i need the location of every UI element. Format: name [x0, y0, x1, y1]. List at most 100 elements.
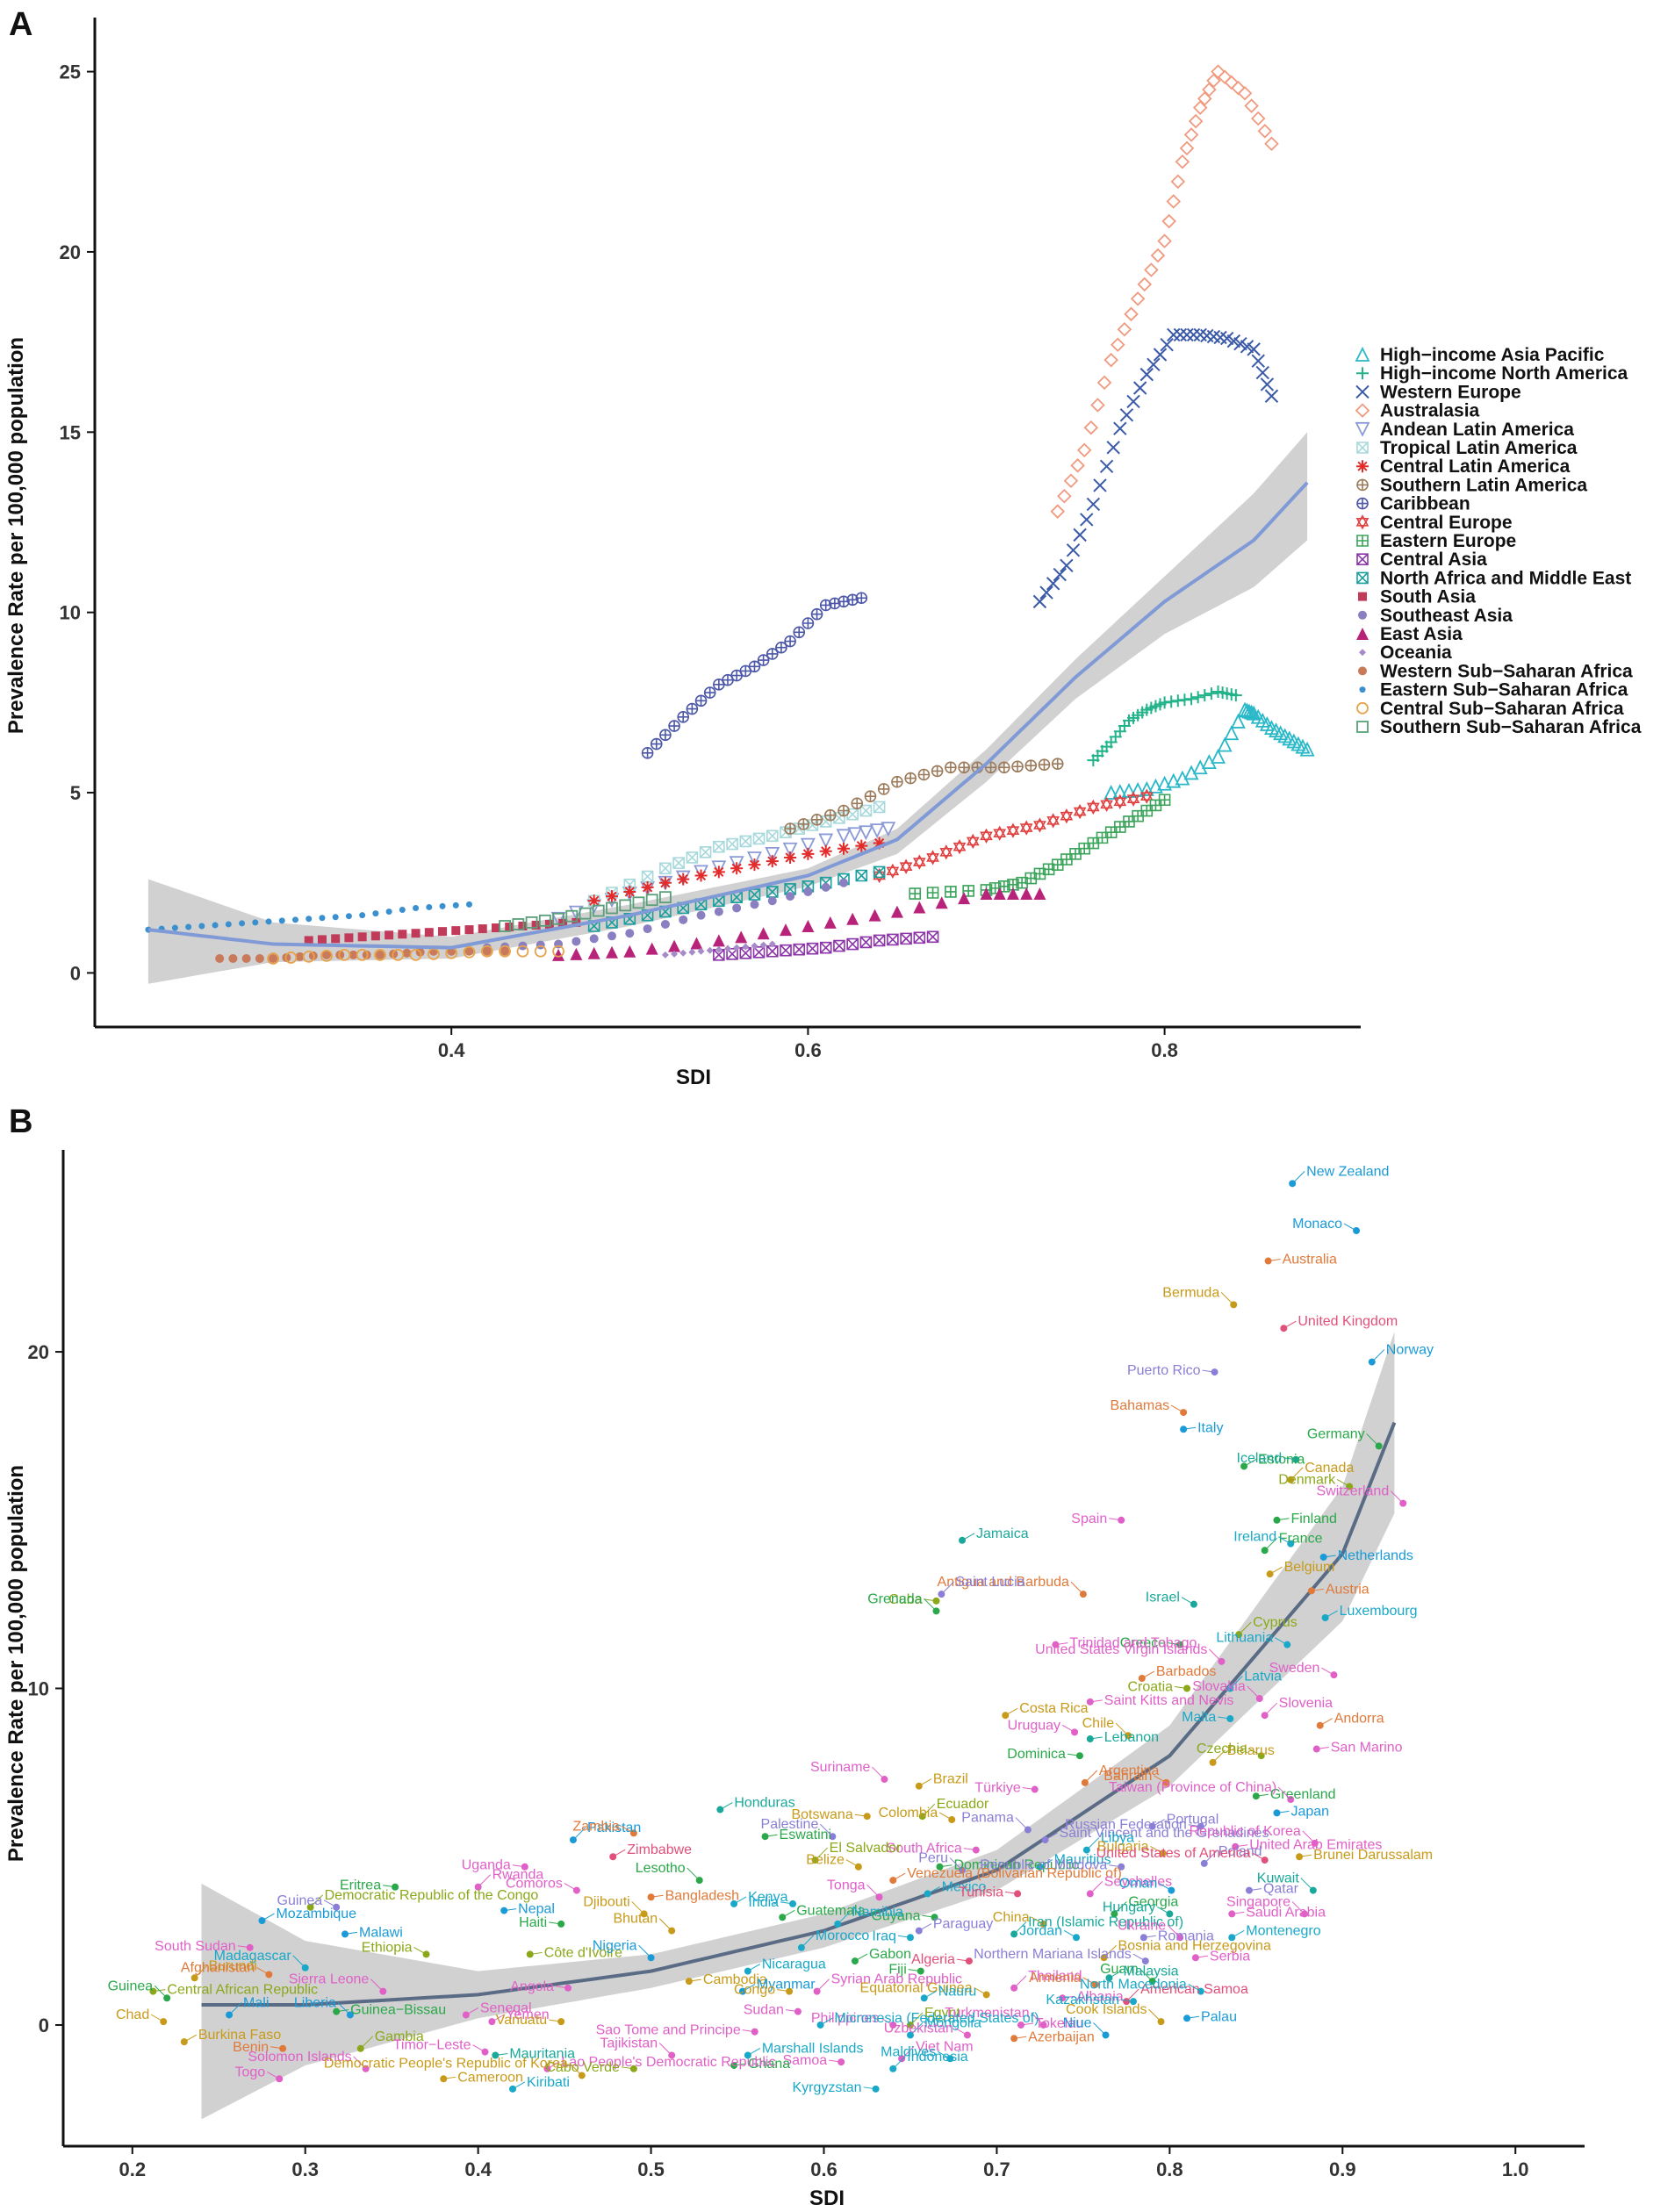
country-leader — [1070, 1581, 1084, 1595]
panel-a-point — [757, 927, 770, 940]
panel-a-point — [650, 737, 663, 750]
panel-a-point — [491, 923, 500, 933]
panel-a-point — [385, 930, 394, 940]
country-leader — [1269, 1566, 1283, 1575]
country-label: Senegal — [480, 2000, 532, 2015]
country-label: Iceland — [1237, 1451, 1283, 1466]
panel-a-point — [980, 887, 993, 901]
country-label: Guyana — [871, 1908, 920, 1923]
panel-a-point — [374, 948, 386, 961]
panel-a-y-tick-label: 10 — [60, 602, 81, 624]
country-leader — [924, 1990, 937, 1999]
panel-a-point — [587, 894, 600, 908]
panel-a-point — [1299, 741, 1315, 757]
country-label: Seychelles — [1104, 1874, 1172, 1889]
country-leader — [1283, 1320, 1297, 1329]
panel-a-point — [797, 818, 810, 830]
country-label: Kyrgyzstan — [792, 2080, 861, 2095]
country-label: Marshall Islands — [762, 2041, 864, 2056]
panel-a-point — [1206, 73, 1221, 89]
panel-a-point — [1144, 262, 1159, 277]
panel-b-y-tick-label: 20 — [28, 1341, 49, 1363]
panel-b-y-tick-label: 10 — [28, 1678, 49, 1700]
country-leader — [922, 1914, 935, 1918]
panel-a-trend-line — [147, 481, 1309, 950]
legend-label: Central Sub−Saharan Africa — [1380, 699, 1624, 719]
country-leader — [1321, 1667, 1334, 1676]
panel-b-x-tick-label: 0.8 — [1156, 2158, 1183, 2180]
panel-a-point — [1087, 799, 1100, 815]
country-label: Azerbaijan — [1028, 2029, 1095, 2044]
panel-a-point — [767, 896, 777, 906]
panel-a-point — [572, 937, 581, 946]
panel-a-point — [726, 837, 738, 851]
country-leader — [383, 1885, 396, 1888]
panel-a-point — [398, 930, 407, 939]
country-leader — [1283, 1457, 1297, 1461]
panel-a-point — [752, 945, 766, 959]
panel-a-point — [645, 894, 658, 907]
panel-a-point — [714, 907, 723, 916]
panel-a-point — [715, 945, 722, 953]
country-leader — [1238, 1621, 1252, 1635]
country-label: Armenia — [1029, 1971, 1082, 1986]
country-label: Ethiopia — [362, 1940, 413, 1955]
panel-a-point — [625, 929, 635, 938]
country-label: Guatemala — [796, 1903, 865, 1918]
panel-a-point — [589, 934, 599, 944]
panel-a-point — [265, 918, 272, 925]
panel-a-point — [1083, 420, 1099, 435]
country-label: Nauru — [938, 1984, 977, 1999]
panel-a-point — [579, 907, 592, 920]
panel-a-point — [945, 761, 957, 774]
country-leader — [1004, 1891, 1018, 1894]
panel-b-y-tick-label: 0 — [39, 2014, 49, 2036]
country-leader — [612, 1849, 626, 1857]
country-leader — [1045, 1832, 1058, 1841]
country-label: Mauritania — [509, 2046, 575, 2061]
panel-a-point — [424, 928, 434, 937]
country-label: Antigua and Barbuda — [938, 1575, 1069, 1590]
country-leader — [816, 1979, 830, 1992]
panel-a-point — [1153, 348, 1168, 362]
panel-a-x-tick-label: 0.4 — [438, 1039, 465, 1061]
panel-a-point — [411, 929, 421, 938]
panel-a-point — [320, 949, 333, 962]
country-label: Mexico — [942, 1879, 987, 1894]
panel-a-point — [887, 933, 899, 946]
country-label: Denmark — [1278, 1472, 1336, 1487]
panel-a-point — [426, 903, 433, 910]
panel-a-point — [851, 797, 864, 810]
panel-a-point — [1039, 585, 1053, 600]
panel-a-point — [1230, 713, 1246, 729]
panel-a-point — [1231, 80, 1246, 96]
country-leader — [555, 1986, 569, 1989]
panel-a-point — [966, 833, 980, 850]
panel-a-point — [606, 901, 618, 915]
country-label: Slovenia — [1279, 1696, 1333, 1711]
country-leader — [1212, 1749, 1226, 1763]
country-label: Mozambique — [276, 1907, 356, 1921]
panel-a-band-area — [147, 432, 1308, 984]
panel-a-point — [1202, 82, 1217, 97]
panel-a-point — [886, 863, 900, 880]
panel-b-x-tick-label: 1.0 — [1502, 2158, 1529, 2180]
panel-a-point — [359, 912, 366, 919]
country-label: United States of America — [1096, 1846, 1251, 1861]
panel-a-point — [1157, 233, 1172, 248]
country-label: Oman — [1119, 1877, 1158, 1892]
panel-a-point — [733, 944, 741, 952]
country-label: Congo — [734, 1983, 775, 1998]
panel-a-point — [800, 837, 816, 853]
legend-label: Southern Sub−Saharan Africa — [1380, 717, 1642, 737]
country-leader — [154, 1985, 168, 1999]
country-label: Tokelau — [1035, 2016, 1083, 2031]
country-leader — [621, 1825, 635, 1834]
panel-a-point — [1244, 98, 1259, 113]
country-label: United Kingdom — [1298, 1314, 1398, 1329]
panel-a-y-tick-label: 0 — [70, 962, 81, 984]
panel-a-point — [1139, 780, 1154, 796]
country-leader — [262, 1913, 275, 1921]
country-label: Bulgaria — [1097, 1839, 1149, 1854]
country-label: South Sudan — [155, 1939, 236, 1954]
